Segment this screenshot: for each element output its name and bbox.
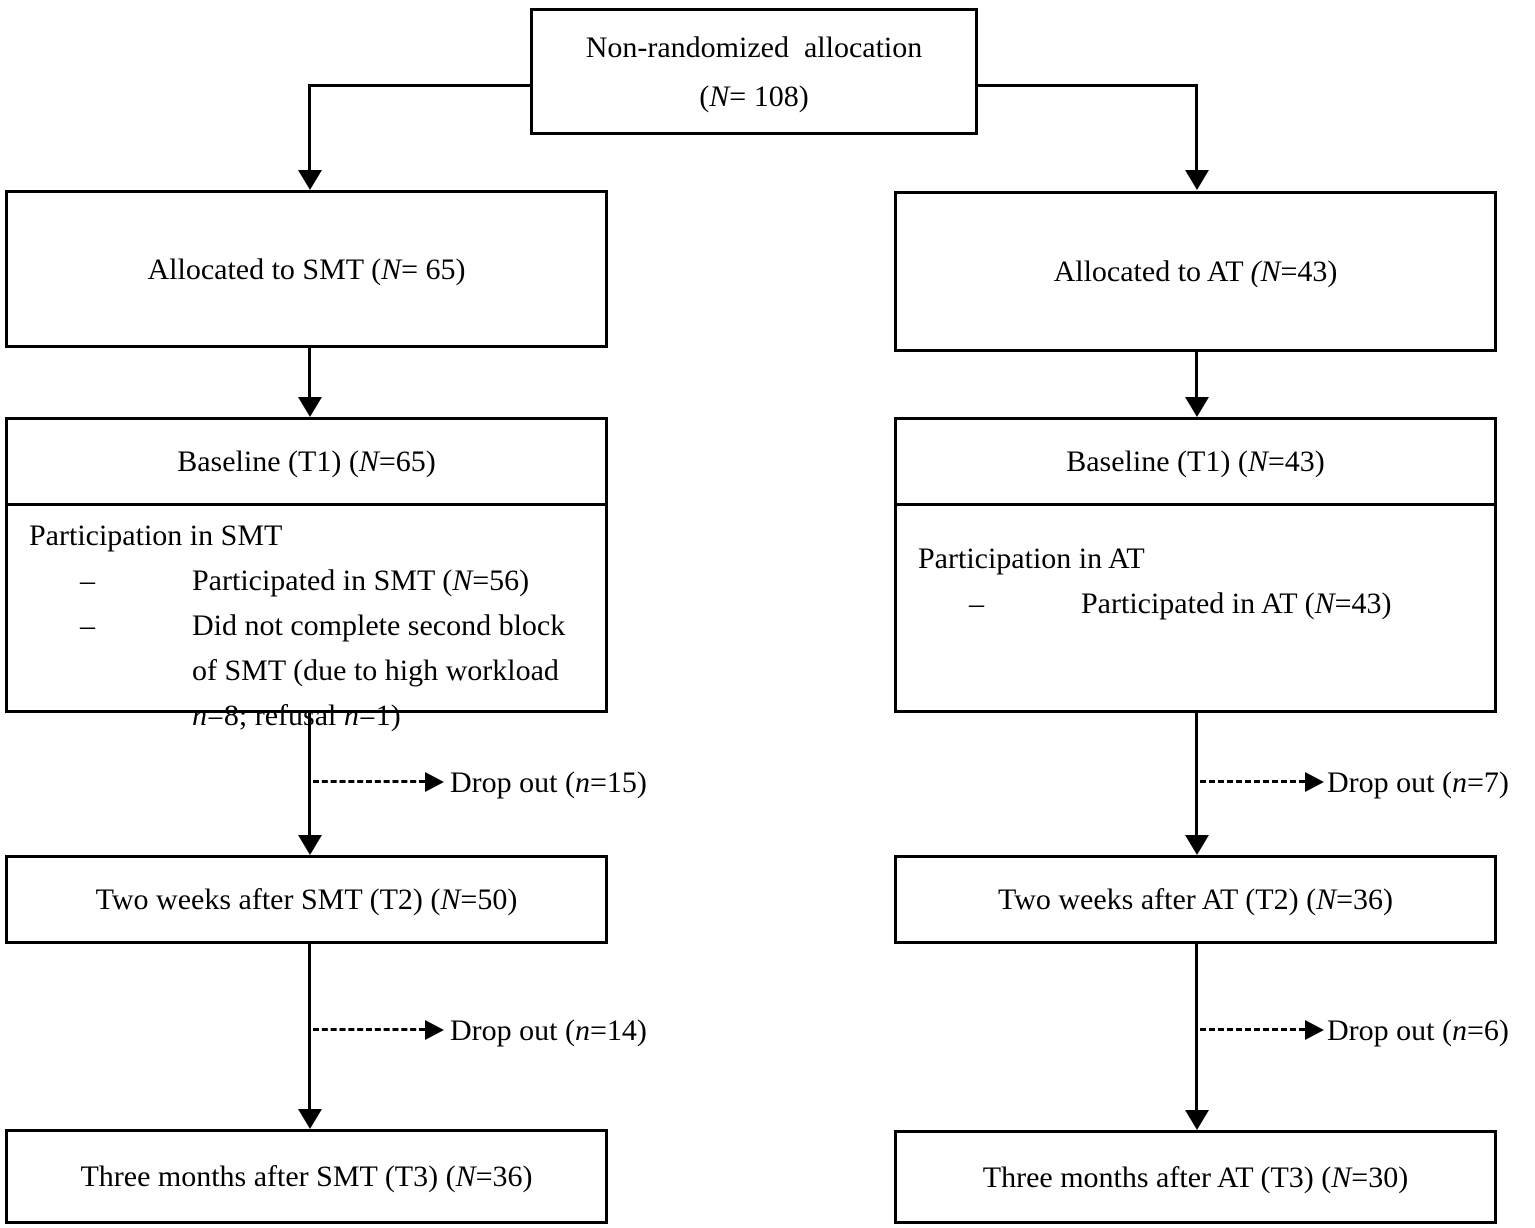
smt-allocated-box: Allocated to SMT (N= 65): [5, 190, 608, 348]
arrow-down-icon: [298, 170, 322, 190]
arrow-down-icon: [298, 835, 322, 855]
at-allocated-box: Allocated to AT (N=43): [894, 191, 1497, 352]
smt-baseline-label: Baseline (T1) (N=65): [177, 445, 436, 478]
smt-dropout2-dashed-line: [313, 1028, 425, 1031]
arrow-right-icon: [425, 772, 444, 792]
allocation-line-2: (N= 108): [699, 79, 809, 113]
at-baseline-label: Baseline (T1) (N=43): [1066, 445, 1325, 478]
arrow-right-icon: [425, 1020, 444, 1040]
connector-top-left-vertical: [308, 84, 311, 170]
arrow-down-icon: [1185, 170, 1209, 190]
smt-dropout2-label: Drop out (n=14): [450, 1014, 647, 1047]
smt-baseline-box: Baseline (T1) (N=65) Participation in SM…: [5, 417, 608, 732]
at-dropout2-label: Drop out (n=6): [1327, 1014, 1509, 1047]
smt-t2-box: Two weeks after SMT (T2) (N=50): [5, 855, 608, 944]
at-t2-to-t3-line: [1195, 944, 1198, 1112]
at-dropout1-dashed-line: [1200, 780, 1305, 783]
at-t3-box: Three months after AT (T3) (N=30): [894, 1130, 1497, 1224]
list-item: – Did not complete second block of SMT (…: [80, 603, 595, 738]
smt-dropout1-label: Drop out (n=15): [450, 766, 647, 799]
smt-t3-label: Three months after SMT (T3) (N=36): [80, 1160, 533, 1193]
allocation-line-1: Non-randomized allocation: [585, 30, 923, 64]
connector-top-left-horizontal: [308, 84, 530, 87]
at-t2-box: Two weeks after AT (T2) (N=36): [894, 855, 1497, 944]
connector-top-right-horizontal: [978, 84, 1198, 87]
smt-participation-title: Participation in SMT: [29, 519, 283, 552]
at-baseline-to-t2-line: [1195, 712, 1198, 837]
allocation-box: Non-randomized allocation (N= 108): [530, 8, 978, 135]
arrow-right-icon: [1305, 772, 1324, 792]
at-participation-title: Participation in AT: [918, 542, 1145, 575]
at-t3-label: Three months after AT (T3) (N=30): [982, 1160, 1409, 1194]
at-allocated-to-baseline-line: [1195, 352, 1198, 399]
list-item: – Participated in SMT (N=56): [80, 558, 595, 603]
smt-allocated-label: Allocated to SMT (N= 65): [147, 252, 466, 286]
at-baseline-box: Baseline (T1) (N=43) Participation in AT…: [894, 417, 1497, 713]
at-participated-text: Participated in AT (N=43): [1081, 587, 1392, 620]
smt-baseline-to-t2-line: [308, 712, 311, 837]
bullet-dash: –: [80, 609, 95, 642]
smt-t2-to-t3-line: [308, 944, 311, 1111]
smt-allocated-to-baseline-line: [308, 348, 311, 399]
arrow-down-icon: [298, 1109, 322, 1129]
arrow-down-icon: [1185, 835, 1209, 855]
bullet-dash: –: [969, 587, 984, 620]
bullet-dash: –: [80, 564, 95, 597]
at-dropout1-label: Drop out (n=7): [1327, 766, 1509, 799]
smt-participated-text: Participated in SMT (N=56): [192, 564, 530, 597]
at-dropout2-dashed-line: [1200, 1028, 1305, 1031]
smt-not-completed-text: Did not complete second block of SMT (du…: [192, 609, 573, 732]
at-participation-section: Participation in AT – Participated in AT…: [897, 506, 1494, 626]
at-allocated-label: Allocated to AT (N=43): [1053, 255, 1338, 288]
smt-dropout1-dashed-line: [313, 780, 425, 783]
smt-participation-section: Participation in SMT – Participated in S…: [8, 506, 605, 738]
arrow-down-icon: [1185, 397, 1209, 417]
smt-t2-label: Two weeks after SMT (T2) (N=50): [95, 883, 518, 916]
arrow-right-icon: [1305, 1020, 1324, 1040]
list-item: – Participated in AT (N=43): [969, 581, 1484, 626]
smt-t3-box: Three months after SMT (T3) (N=36): [5, 1129, 608, 1224]
arrow-down-icon: [298, 397, 322, 417]
at-t2-label: Two weeks after AT (T2) (N=36): [997, 883, 1393, 916]
connector-top-right-vertical: [1195, 84, 1198, 170]
arrow-down-icon: [1185, 1110, 1209, 1130]
